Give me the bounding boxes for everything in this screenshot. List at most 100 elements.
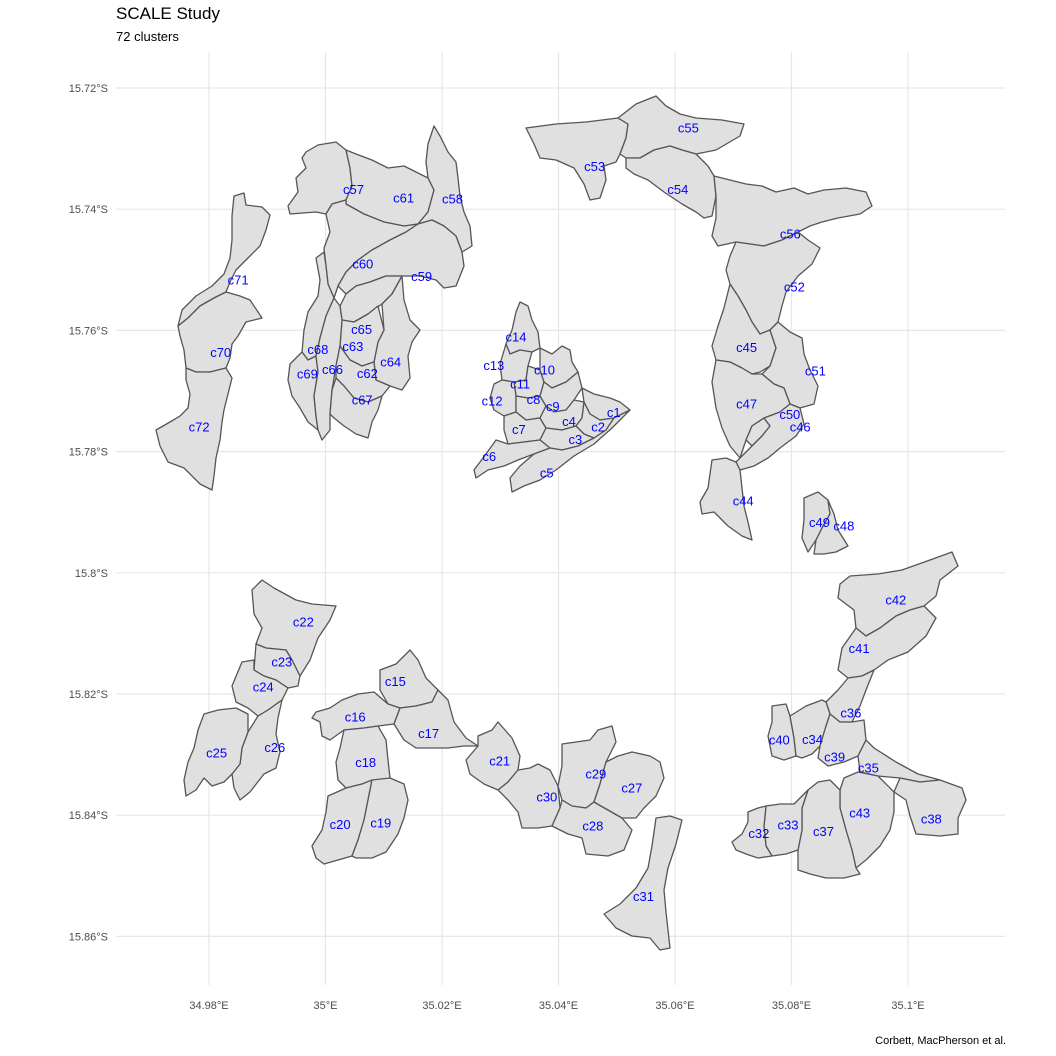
y-tick-label: 15.84°S (69, 810, 108, 822)
cluster-polygon-c69[interactable] (287, 351, 319, 431)
cluster-polygon-c30[interactable] (497, 763, 561, 829)
cluster-label-c64: c64 (380, 355, 401, 370)
cluster-label-c25: c25 (206, 745, 227, 760)
cluster-label-c5: c5 (540, 465, 554, 480)
map-subtitle: 72 clusters (116, 29, 179, 44)
cluster-label-c71: c71 (228, 273, 249, 288)
x-tick-label: 35.04°E (539, 1000, 578, 1012)
cluster-polygon-c67[interactable] (329, 377, 383, 439)
cluster-polygon-c16[interactable] (311, 691, 401, 741)
cluster-polygon-c5[interactable] (509, 409, 631, 493)
cluster-label-c32: c32 (748, 826, 769, 841)
cluster-polygon-c45[interactable] (711, 283, 777, 375)
cluster-label-c67: c67 (352, 393, 373, 408)
cluster-polygon-c46[interactable] (735, 403, 805, 471)
cluster-label-c40: c40 (769, 733, 790, 748)
cluster-polygon-c14[interactable] (505, 301, 541, 355)
cluster-label-c38: c38 (921, 811, 942, 826)
cluster-label-c13: c13 (483, 358, 504, 373)
cluster-label-c49: c49 (809, 515, 830, 530)
cluster-label-c4: c4 (562, 414, 576, 429)
cluster-label-c55: c55 (678, 121, 699, 136)
cluster-polygon-c48[interactable] (813, 499, 849, 555)
cluster-label-c9: c9 (546, 399, 560, 414)
cluster-polygon-c25[interactable] (183, 707, 249, 797)
cluster-label-c41: c41 (849, 641, 870, 656)
cluster-label-c52: c52 (784, 279, 805, 294)
cluster-polygon-c55[interactable] (617, 95, 745, 159)
cluster-label-c17: c17 (418, 726, 439, 741)
cluster-polygon-c51[interactable] (761, 321, 819, 409)
cluster-polygon-c40[interactable] (767, 703, 797, 761)
x-tick-label: 35°E (314, 1000, 338, 1012)
cluster-label-c42: c42 (885, 593, 906, 608)
cluster-label-c34: c34 (802, 732, 823, 747)
cluster-label-c8: c8 (527, 392, 541, 407)
cluster-polygon-c32[interactable] (731, 805, 773, 859)
cluster-label-c53: c53 (584, 159, 605, 174)
cluster-label-c29: c29 (585, 767, 606, 782)
cluster-label-c19: c19 (370, 816, 391, 831)
cluster-label-c28: c28 (582, 819, 603, 834)
y-axis: 15.72°S 15.74°S 15.76°S 15.78°S 15.8°S 15.82°… (69, 83, 108, 943)
cluster-label-c27: c27 (621, 781, 642, 796)
cluster-label-c51: c51 (805, 364, 826, 379)
x-tick-label: 34.98°E (189, 1000, 228, 1012)
x-tick-label: 35.02°E (422, 1000, 461, 1012)
cluster-label-c44: c44 (733, 493, 754, 508)
cluster-label-c61: c61 (393, 190, 414, 205)
cluster-polygon-c38[interactable] (893, 777, 967, 837)
cluster-polygon-c22[interactable] (251, 579, 337, 677)
cluster-label-c14: c14 (506, 330, 527, 345)
cluster-polygon-c28[interactable] (551, 799, 633, 857)
cluster-polygon-c56[interactable] (711, 175, 873, 247)
cluster-label-c43: c43 (849, 805, 870, 820)
cluster-label-c22: c22 (293, 615, 314, 630)
cluster-label-c30: c30 (536, 790, 557, 805)
y-tick-label: 15.74°S (69, 204, 108, 216)
map-title: SCALE Study (116, 4, 220, 23)
cluster-label-c33: c33 (778, 818, 799, 833)
cluster-label-c15: c15 (385, 674, 406, 689)
cluster-label-c72: c72 (189, 419, 210, 434)
cluster-label-c70: c70 (210, 345, 231, 360)
cluster-label-c65: c65 (351, 322, 372, 337)
cluster-label-c62: c62 (357, 366, 378, 381)
cluster-label-c18: c18 (355, 755, 376, 770)
x-tick-label: 35.1°E (891, 1000, 924, 1012)
x-tick-label: 35.06°E (655, 1000, 694, 1012)
cluster-label-c45: c45 (736, 340, 757, 355)
cluster-label-c39: c39 (824, 750, 845, 765)
cluster-label-c46: c46 (790, 419, 811, 434)
cluster-label-c59: c59 (411, 269, 432, 284)
cluster-polygon-c54[interactable] (625, 145, 717, 219)
cluster-label-c6: c6 (482, 449, 496, 464)
cluster-label-c60: c60 (352, 256, 373, 271)
cluster-polygon-c19[interactable] (351, 777, 409, 859)
cluster-label-c47: c47 (736, 396, 757, 411)
cluster-label-c37: c37 (813, 824, 834, 839)
cluster-polygon-c66[interactable] (313, 297, 343, 441)
cluster-label-c56: c56 (780, 227, 801, 242)
cluster-polygon-c53[interactable] (525, 117, 629, 201)
cluster-label-c10: c10 (534, 362, 555, 377)
cluster-label-c50: c50 (779, 407, 800, 422)
x-tick-label: 35.08°E (772, 1000, 811, 1012)
cluster-polygon-c41[interactable] (837, 605, 937, 679)
cluster-label-c26: c26 (264, 740, 285, 755)
cluster-label-c23: c23 (271, 655, 292, 670)
cluster-polygon-c31[interactable] (603, 815, 683, 951)
y-tick-label: 15.76°S (69, 325, 108, 337)
cluster-polygon-c72[interactable] (155, 367, 233, 491)
cluster-label-c35: c35 (858, 761, 879, 776)
cluster-label-c21: c21 (489, 753, 510, 768)
cluster-polygon-c44[interactable] (699, 457, 753, 541)
cluster-label-c66: c66 (322, 362, 343, 377)
y-tick-label: 15.72°S (69, 83, 108, 95)
cluster-label-c3: c3 (569, 432, 583, 447)
cluster-polygon-c27[interactable] (593, 751, 665, 819)
cluster-label-c69: c69 (297, 367, 318, 382)
cluster-label-c48: c48 (833, 519, 854, 534)
